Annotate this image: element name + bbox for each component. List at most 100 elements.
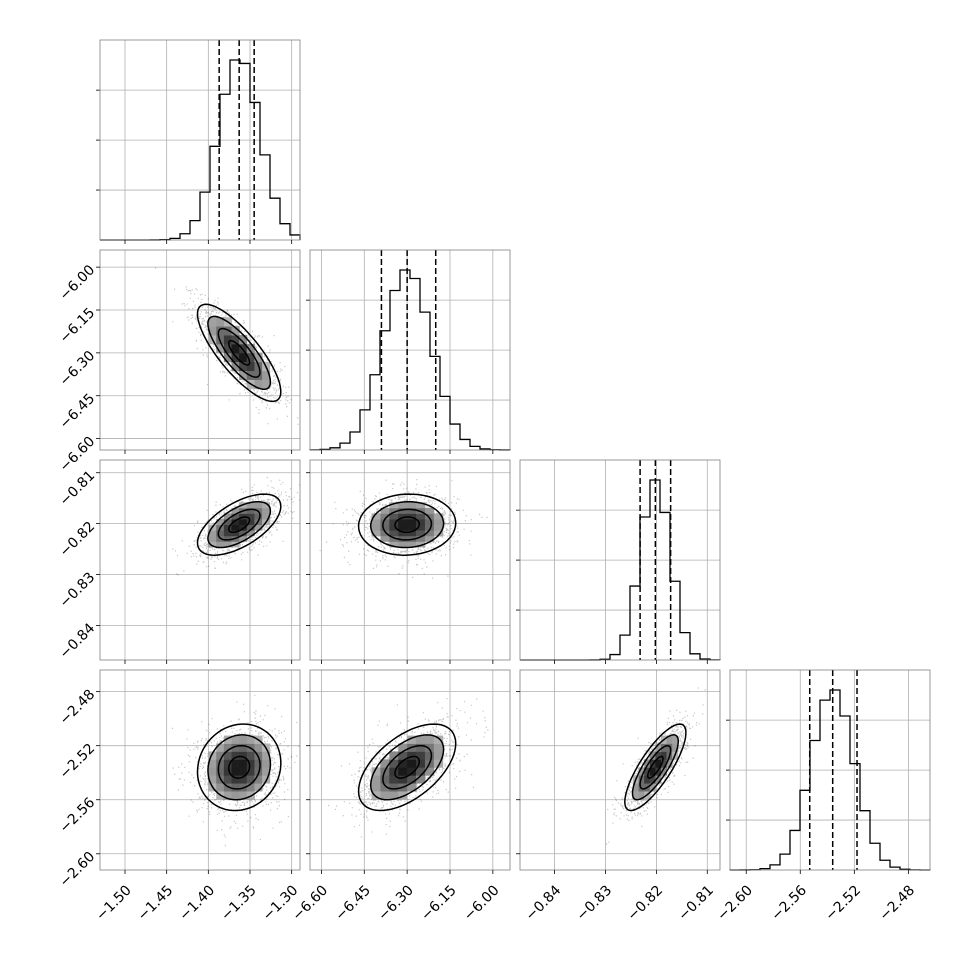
density-cell [216, 530, 225, 537]
density-cell [416, 535, 426, 542]
density-cell [239, 735, 248, 744]
density-cell [398, 519, 408, 526]
y-tick-label: −6.30 [57, 348, 99, 390]
x-tick-label: −1.40 [176, 882, 218, 924]
density-cell [407, 759, 417, 768]
density-cell [216, 343, 225, 354]
density-cell [254, 379, 263, 389]
density-cell [262, 502, 271, 509]
scatter-panel-content [310, 670, 510, 870]
density-cell [407, 530, 417, 537]
density-cell [380, 791, 390, 800]
density-cell [649, 751, 656, 760]
contour-line [357, 493, 457, 556]
density-cell [398, 767, 408, 776]
contour-line [646, 755, 664, 779]
contour-line [217, 744, 261, 790]
contour-line [624, 723, 687, 812]
density-cell [239, 751, 248, 760]
y-tick-label: −2.48 [57, 687, 99, 729]
density-cell [216, 759, 225, 768]
density-cell [655, 743, 662, 752]
y-tick-label: −2.60 [57, 849, 99, 891]
density-cell [239, 370, 248, 380]
density-cell [638, 791, 645, 800]
density-cell [223, 767, 232, 776]
density-cell [254, 352, 263, 363]
density-cell [389, 775, 399, 784]
density-cell [239, 535, 248, 542]
density-cell [398, 524, 408, 531]
x-tick-label: −6.00 [461, 882, 503, 924]
scatter-panel-content [100, 670, 300, 870]
scatter-panel-4-2 [306, 669, 511, 874]
scatter-panel-content [520, 670, 720, 870]
scatter-panel-3-2 [306, 459, 511, 664]
density-cell [208, 541, 217, 548]
density-cell [208, 535, 217, 542]
density-cell [398, 502, 408, 509]
x-tick-label: −6.45 [332, 882, 374, 924]
density-cell [223, 759, 232, 768]
density-cell [407, 507, 417, 514]
x-tick-label: −2.60 [714, 882, 756, 924]
density-cell [371, 767, 381, 776]
density-cell [223, 743, 232, 752]
density-cell [223, 519, 232, 526]
density-cell [416, 524, 426, 531]
x-tick-label: −0.83 [574, 882, 616, 924]
density-cell [407, 502, 417, 509]
density-cell [239, 775, 248, 784]
density-cell [216, 783, 225, 792]
density-cell [424, 735, 435, 744]
density-cell [231, 361, 240, 372]
density-cell [407, 783, 417, 792]
contour-line [196, 493, 282, 556]
density-cell [660, 767, 667, 776]
density-cell [231, 513, 240, 520]
density-cell [407, 541, 417, 548]
density-cell [223, 775, 232, 784]
density-cell [433, 530, 444, 537]
y-tick-label: −2.56 [57, 795, 99, 837]
density-cell [246, 775, 255, 784]
contour-line [369, 500, 445, 549]
hist-panel-1 [96, 39, 301, 244]
density-cell [380, 775, 390, 784]
y-tick-label: −0.82 [57, 519, 99, 561]
density-cell [231, 343, 240, 354]
contour-line [382, 508, 433, 541]
density-cell [380, 519, 390, 526]
density-cell [416, 735, 426, 744]
contour-line [196, 723, 282, 812]
density-cell [231, 735, 240, 744]
density-cell [433, 524, 444, 531]
density-cell [380, 524, 390, 531]
hist-1-frame [99, 39, 301, 241]
density-cell [223, 751, 232, 760]
x-tick-label: −6.15 [418, 882, 460, 924]
density-cell [380, 783, 390, 792]
density-cell [262, 513, 271, 520]
density-cell [660, 759, 667, 768]
x-tick-label: −6.30 [375, 882, 417, 924]
scatter-panel-content [100, 250, 300, 450]
density-cell [407, 775, 417, 784]
density-cell [416, 519, 426, 526]
density-cell [424, 530, 435, 537]
density-cell [389, 502, 399, 509]
density-cell [239, 530, 248, 537]
density-cell [254, 759, 263, 768]
density-cell [262, 751, 271, 760]
density-cell [398, 791, 408, 800]
density-cell [644, 759, 651, 768]
density-cell [632, 791, 639, 800]
contour-line [207, 315, 272, 391]
density-cell [246, 343, 255, 354]
contour-line [196, 303, 282, 403]
density-cell [649, 775, 656, 784]
contour-line [357, 723, 457, 812]
density-cell [424, 743, 435, 752]
density-cell [644, 767, 651, 776]
